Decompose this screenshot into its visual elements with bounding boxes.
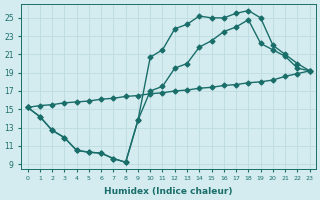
X-axis label: Humidex (Indice chaleur): Humidex (Indice chaleur) [104, 187, 233, 196]
